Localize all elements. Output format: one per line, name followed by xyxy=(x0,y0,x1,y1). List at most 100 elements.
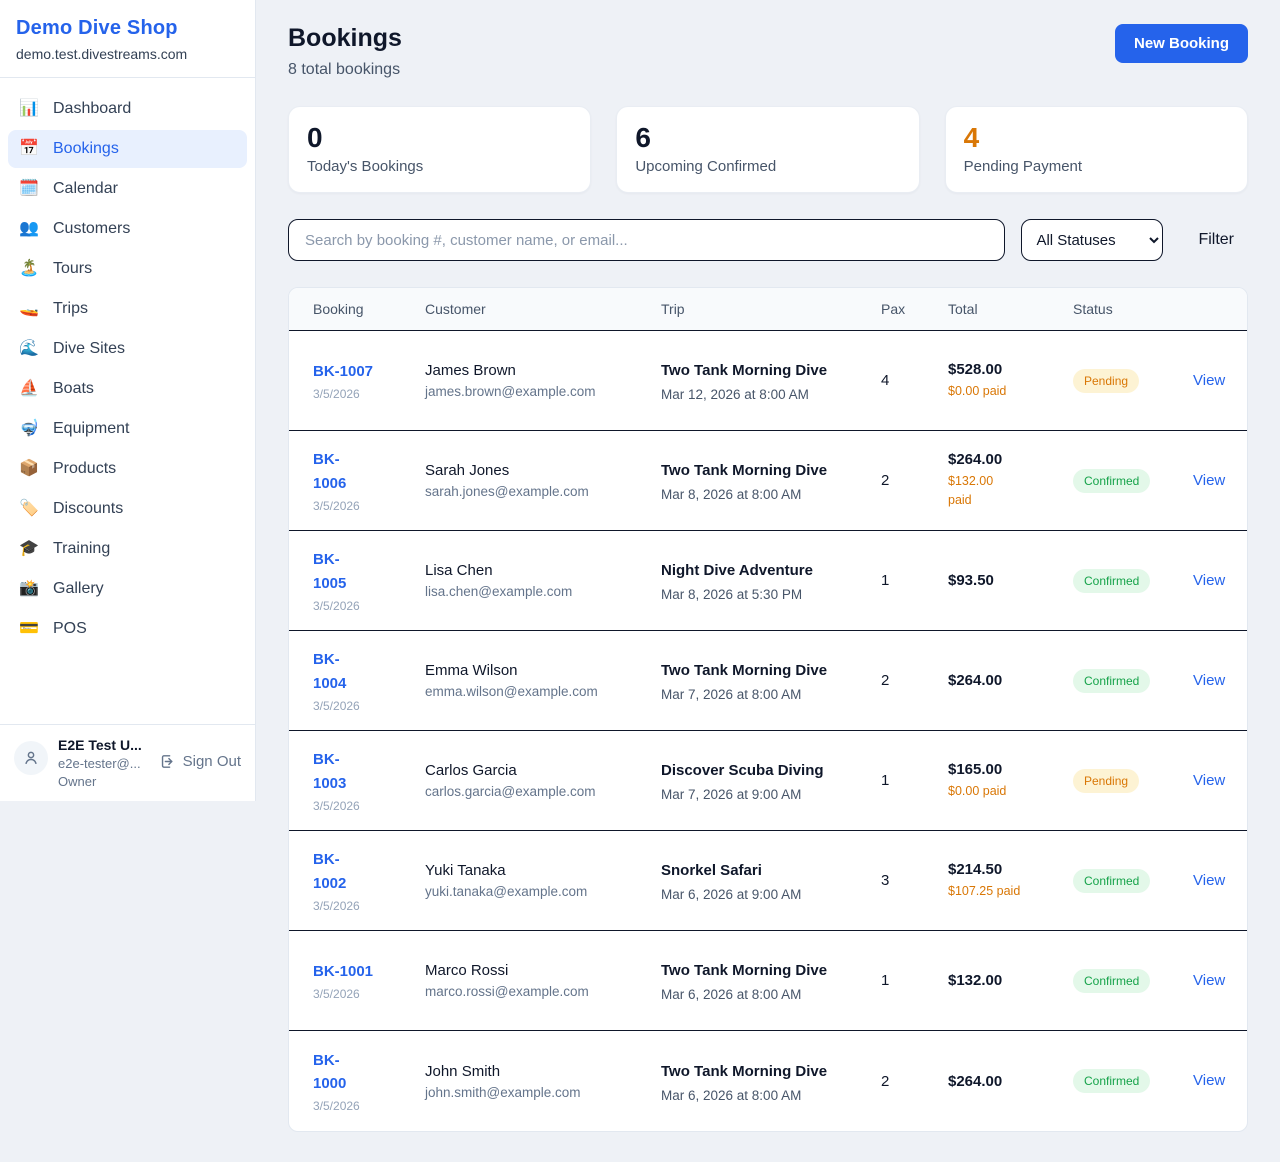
sidebar-item-products[interactable]: 📦 Products xyxy=(8,450,247,488)
sidebar-item-label: Equipment xyxy=(53,420,130,437)
status-select[interactable]: All Statuses xyxy=(1021,219,1164,262)
sidebar-item-label: Discounts xyxy=(53,500,124,517)
sidebar-item-label: POS xyxy=(53,620,87,637)
trip-name: Two Tank Morning Dive xyxy=(661,662,828,680)
booking-date: 3/5/2026 xyxy=(313,898,360,913)
view-booking-link[interactable]: View xyxy=(1193,671,1226,689)
col-header-status: Status xyxy=(1073,301,1113,318)
trip-name: Two Tank Morning Dive xyxy=(661,362,828,380)
island-icon: 🏝️ xyxy=(19,260,39,277)
col-header-trip: Trip xyxy=(661,301,685,318)
customer-name: Emma Wilson xyxy=(425,662,518,680)
booking-number-link[interactable]: BK-1001 xyxy=(313,963,374,981)
trip-name: Discover Scuba Diving xyxy=(661,762,824,780)
stat-label: Today's Bookings xyxy=(307,158,424,176)
sidebar-item-equipment[interactable]: 🤿 Equipment xyxy=(8,410,247,448)
bar-chart-icon: 📊 xyxy=(19,100,39,117)
customer-email: john.smith@example.com xyxy=(425,1084,581,1100)
booking-date: 3/5/2026 xyxy=(313,987,360,1002)
customer-name: Yuki Tanaka xyxy=(425,862,506,880)
credit-card-icon: 💳 xyxy=(19,620,39,637)
pax-count: 1 xyxy=(881,572,890,590)
sidebar-user-section: E2E Test U... e2e-tester@... Owner Sign … xyxy=(0,724,255,801)
sidebar-item-tours[interactable]: 🏝️ Tours xyxy=(8,250,247,288)
view-booking-link[interactable]: View xyxy=(1193,771,1226,789)
table-row: BK-1001 3/5/2026 Marco Rossi marco.rossi… xyxy=(289,931,1247,1032)
sidebar-item-dive-sites[interactable]: 🌊 Dive Sites xyxy=(8,330,247,368)
trip-datetime: Mar 7, 2026 at 9:00 AM xyxy=(661,787,802,803)
status-badge: Pending xyxy=(1073,368,1140,393)
booking-number-link[interactable]: BK- 1004 xyxy=(313,651,347,692)
customer-name: John Smith xyxy=(425,1062,501,1080)
total-amount: $264.00 xyxy=(948,672,1003,690)
shop-domain: demo.test.divestreams.com xyxy=(16,46,188,62)
total-amount: $214.50 xyxy=(948,860,1003,878)
customer-email: carlos.garcia@example.com xyxy=(425,784,596,800)
total-amount: $93.50 xyxy=(948,572,994,590)
booking-number-link[interactable]: BK- 1005 xyxy=(313,551,347,592)
filter-button[interactable]: Filter xyxy=(1198,231,1234,249)
view-booking-link[interactable]: View xyxy=(1193,571,1226,589)
view-booking-link[interactable]: View xyxy=(1193,871,1226,889)
booking-number-link[interactable]: BK-1007 xyxy=(313,363,374,381)
customer-name: Lisa Chen xyxy=(425,562,493,580)
sidebar-item-label: Tours xyxy=(53,260,93,277)
trip-name: Night Dive Adventure xyxy=(661,562,813,580)
sidebar-item-customers[interactable]: 👥 Customers xyxy=(8,210,247,248)
sidebar-item-label: Dive Sites xyxy=(53,340,126,357)
avatar xyxy=(14,741,48,775)
sidebar-item-calendar[interactable]: 🗓️ Calendar xyxy=(8,170,247,208)
view-booking-link[interactable]: View xyxy=(1193,1072,1226,1090)
view-booking-link[interactable]: View xyxy=(1193,471,1226,489)
sidebar-item-discounts[interactable]: 🏷️ Discounts xyxy=(8,490,247,528)
table-row: BK-1007 3/5/2026 James Brown james.brown… xyxy=(289,331,1247,432)
stat-card-pending-payment: 4 Pending Payment xyxy=(944,106,1248,194)
customer-name: Sarah Jones xyxy=(425,462,510,480)
sidebar-item-gallery[interactable]: 📸 Gallery xyxy=(8,570,247,608)
stat-value: 6 xyxy=(635,122,651,153)
stat-value: 0 xyxy=(307,122,323,153)
page-title: Bookings xyxy=(288,24,402,52)
spiral-calendar-icon: 🗓️ xyxy=(19,180,39,197)
view-booking-link[interactable]: View xyxy=(1193,971,1226,989)
booking-number-link[interactable]: BK- 1003 xyxy=(313,751,347,792)
user-name: E2E Test U... xyxy=(58,737,142,753)
sidebar-header: Demo Dive Shop demo.test.divestreams.com xyxy=(0,0,255,78)
trip-name: Snorkel Safari xyxy=(661,862,762,880)
pax-count: 1 xyxy=(881,772,890,790)
pax-count: 4 xyxy=(881,372,890,390)
sidebar-item-trips[interactable]: 🚤 Trips xyxy=(8,290,247,328)
view-booking-link[interactable]: View xyxy=(1193,371,1226,389)
booking-number-link[interactable]: BK- 1000 xyxy=(313,1051,347,1093)
sidebar-item-bookings[interactable]: 📅 Bookings xyxy=(8,130,247,168)
sidebar: Demo Dive Shop demo.test.divestreams.com… xyxy=(0,0,256,801)
sign-out-button[interactable]: Sign Out xyxy=(159,753,241,770)
table-row: BK- 1002 3/5/2026 Yuki Tanaka yuki.tanaka… xyxy=(289,831,1247,932)
table-row: BK- 1006 3/5/2026 Sarah Jones sarah.jones… xyxy=(289,431,1247,532)
user-info: E2E Test U... e2e-tester@... Owner xyxy=(58,737,149,789)
booking-date: 3/5/2026 xyxy=(313,387,360,402)
customer-name: Marco Rossi xyxy=(425,962,509,980)
booking-number-link[interactable]: BK- 1002 xyxy=(313,851,347,892)
shop-name: Demo Dive Shop xyxy=(16,17,178,39)
search-input[interactable] xyxy=(288,219,1006,262)
sidebar-item-training[interactable]: 🎓 Training xyxy=(8,530,247,568)
customer-name: Carlos Garcia xyxy=(425,762,517,780)
pax-count: 1 xyxy=(881,972,890,990)
filter-row: All Statuses Filter xyxy=(288,219,1248,262)
sidebar-item-pos[interactable]: 💳 POS xyxy=(8,610,247,648)
sidebar-item-label: Bookings xyxy=(53,140,119,157)
sidebar-item-boats[interactable]: ⛵ Boats xyxy=(8,370,247,408)
booking-number-link[interactable]: BK- 1006 xyxy=(313,451,347,492)
sidebar-item-dashboard[interactable]: 📊 Dashboard xyxy=(8,90,247,128)
stat-label: Pending Payment xyxy=(963,158,1083,176)
col-header-customer: Customer xyxy=(425,301,486,318)
new-booking-button[interactable]: New Booking xyxy=(1114,24,1248,63)
trip-datetime: Mar 6, 2026 at 9:00 AM xyxy=(661,887,802,903)
page-subtitle: 8 total bookings xyxy=(288,61,401,78)
sidebar-item-label: Products xyxy=(53,460,117,477)
label-tag-icon: 🏷️ xyxy=(19,500,39,517)
sidebar-item-label: Calendar xyxy=(53,180,118,197)
table-row: BK- 1005 3/5/2026 Lisa Chen lisa.chen@exa… xyxy=(289,531,1247,632)
paid-amount: $0.00 paid xyxy=(948,783,1007,798)
